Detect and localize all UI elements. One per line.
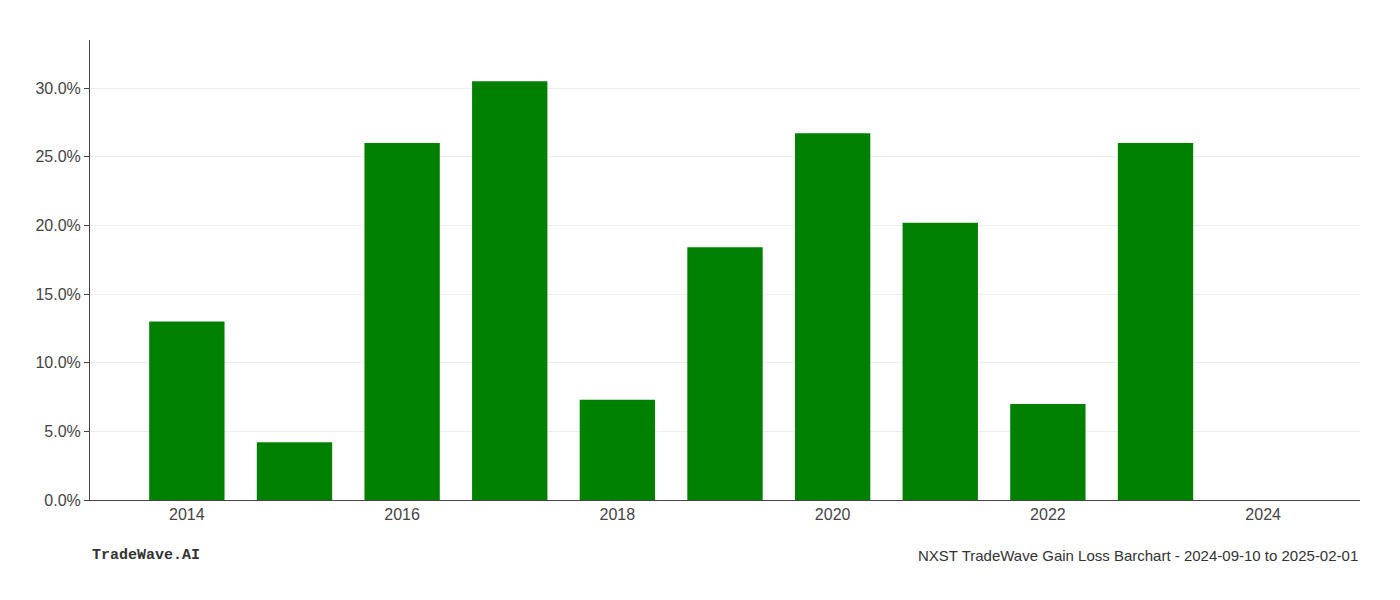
- svg-text:30.0%: 30.0%: [35, 80, 80, 97]
- svg-text:20.0%: 20.0%: [35, 217, 80, 234]
- svg-text:25.0%: 25.0%: [35, 148, 80, 165]
- svg-text:NXST TradeWave Gain Loss Barch: NXST TradeWave Gain Loss Barchart - 2024…: [918, 547, 1358, 564]
- svg-text:5.0%: 5.0%: [44, 423, 80, 440]
- svg-text:2020: 2020: [815, 506, 851, 523]
- svg-text:15.0%: 15.0%: [35, 286, 80, 303]
- svg-text:TradeWave.AI: TradeWave.AI: [92, 547, 200, 564]
- svg-text:2014: 2014: [169, 506, 205, 523]
- svg-text:0.0%: 0.0%: [44, 492, 80, 509]
- svg-text:2016: 2016: [384, 506, 420, 523]
- svg-text:2022: 2022: [1030, 506, 1066, 523]
- svg-text:2018: 2018: [600, 506, 636, 523]
- svg-text:2024: 2024: [1245, 506, 1281, 523]
- svg-text:10.0%: 10.0%: [35, 354, 80, 371]
